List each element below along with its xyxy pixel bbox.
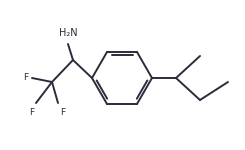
Text: F: F [60, 108, 65, 117]
Text: H₂N: H₂N [59, 28, 77, 38]
Text: F: F [23, 74, 28, 82]
Text: F: F [29, 108, 34, 117]
